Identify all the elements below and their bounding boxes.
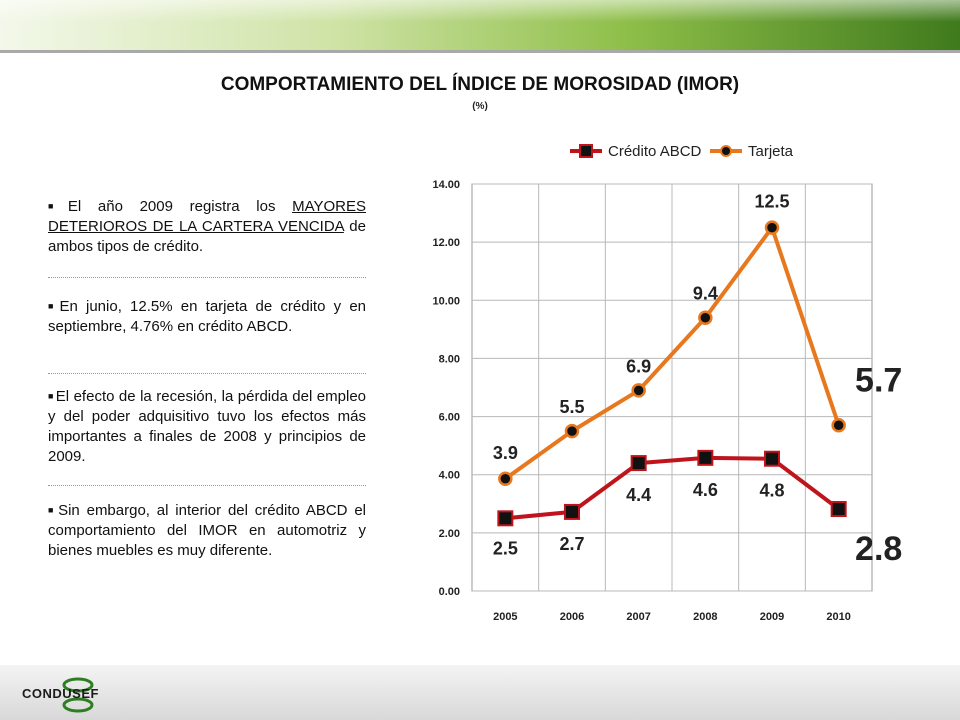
page-title: COMPORTAMIENTO DEL ÍNDICE DE MOROSIDAD (… <box>220 74 740 95</box>
y-tick-label: 14.00 <box>432 179 460 191</box>
series-2-point <box>564 423 580 439</box>
tarjeta-data-label: 6.9 <box>626 356 651 376</box>
x-tick-label: 2007 <box>626 611 650 623</box>
y-tick-label: 10.00 <box>432 295 460 307</box>
y-tick-label: 6.00 <box>439 412 460 424</box>
tarjeta-data-label: 9.4 <box>693 284 718 304</box>
tarjeta-data-label: 5.7 <box>855 361 902 399</box>
bullet-list: ■ El año 2009 registra los MAYORES DETERI… <box>48 190 366 573</box>
bullet-1-text-pre: El año 2009 registra los <box>67 198 293 215</box>
bullet-item-3: ■ El efecto de la recesión, la pérdida de… <box>48 374 366 486</box>
chart-series <box>497 220 847 527</box>
top-banner <box>0 0 960 53</box>
legend-marker-1 <box>579 144 593 158</box>
bullet-square-icon: ■ <box>48 201 66 211</box>
chart-gridlines <box>471 183 873 592</box>
series-1-point <box>497 510 514 527</box>
legend-label-1: Crédito ABCD <box>608 143 702 160</box>
series-1-point <box>697 449 714 466</box>
y-tick-label: 2.00 <box>439 528 460 540</box>
series-2-point <box>764 220 780 235</box>
chart-x-tick-labels: 2005 2006 2007 2008 2009 2010 <box>493 611 851 623</box>
bullet-square-icon: ■ <box>48 505 57 515</box>
y-tick-label: 0.00 <box>439 586 460 598</box>
abcd-data-label: 4.8 <box>759 481 784 501</box>
bullet-1-text-underlined: MAYORES DETERIOROS DE LA CARTERA VENCIDA <box>48 198 366 235</box>
x-tick-label: 2009 <box>760 611 784 623</box>
bullet-4-text: Sin embargo, al interior del crédito ABC… <box>48 502 366 559</box>
imor-line-chart: 0.00 2.00 4.00 6.00 8.00 10.00 12.00 14.00 2005… <box>432 143 902 623</box>
legend-label-2: Tarjeta <box>748 143 794 160</box>
series-2-point <box>831 418 846 433</box>
abcd-data-label: 2.7 <box>559 534 584 554</box>
x-tick-label: 2006 <box>560 611 584 623</box>
y-tick-label: 8.00 <box>439 353 460 365</box>
series-1-point <box>630 455 647 472</box>
abcd-data-label: 4.6 <box>693 480 718 500</box>
x-tick-label: 2010 <box>826 611 850 623</box>
bullet-item-4: ■ Sin embargo, al interior del crédito AB… <box>48 486 366 573</box>
bullet-3-text: El efecto de la recesión, la pérdida del… <box>48 388 366 465</box>
tarjeta-data-label: 12.5 <box>754 192 789 212</box>
series-line-2 <box>504 225 841 481</box>
bullet-1-text-post: de ambos tipos de crédito. <box>48 218 366 255</box>
legend-marker-2 <box>720 145 732 157</box>
chart-legend: Crédito ABCD Tarjeta <box>570 143 794 160</box>
tarjeta-data-label: 3.9 <box>493 443 518 463</box>
condusef-logo-text: CONDUSEF <box>22 686 99 701</box>
abcd-data-label: 2.5 <box>493 538 518 558</box>
series-2-point <box>631 383 646 398</box>
tarjeta-data-label: 5.5 <box>559 397 584 417</box>
y-tick-label: 12.00 <box>432 237 460 249</box>
footer-bar <box>0 665 960 720</box>
bullet-item-1: ■ El año 2009 registra los MAYORES DETERI… <box>48 190 366 278</box>
series-1-point <box>830 501 847 518</box>
chart-data-labels: 2.5 2.7 4.4 4.6 4.8 2.8 3.9 5.5 6.9 9.4 12.5 5.7 <box>493 192 902 568</box>
series-1-point <box>564 503 580 520</box>
series-2-point <box>498 471 513 487</box>
x-tick-label: 2008 <box>693 611 717 623</box>
page-subtitle: (%) <box>472 101 488 112</box>
y-tick-label: 4.00 <box>439 470 460 482</box>
series-1-point <box>764 450 780 467</box>
bullet-square-icon: ■ <box>48 301 58 311</box>
chart-y-tick-labels: 0.00 2.00 4.00 6.00 8.00 10.00 12.00 14.00 <box>432 179 460 598</box>
bullet-2-text: En junio, 12.5% en tarjeta de crédito y … <box>48 298 367 335</box>
abcd-data-label: 2.8 <box>855 530 902 568</box>
bullet-square-icon: ■ <box>48 391 54 401</box>
series-2-point <box>698 310 713 325</box>
series-line-1 <box>505 455 840 521</box>
x-tick-label: 2005 <box>493 611 517 623</box>
banner-shine <box>0 0 960 22</box>
abcd-data-label: 4.4 <box>626 485 651 505</box>
condusef-logo-icon <box>62 677 94 713</box>
bullet-item-2: ■ En junio, 12.5% en tarjeta de crédito y… <box>48 278 366 374</box>
